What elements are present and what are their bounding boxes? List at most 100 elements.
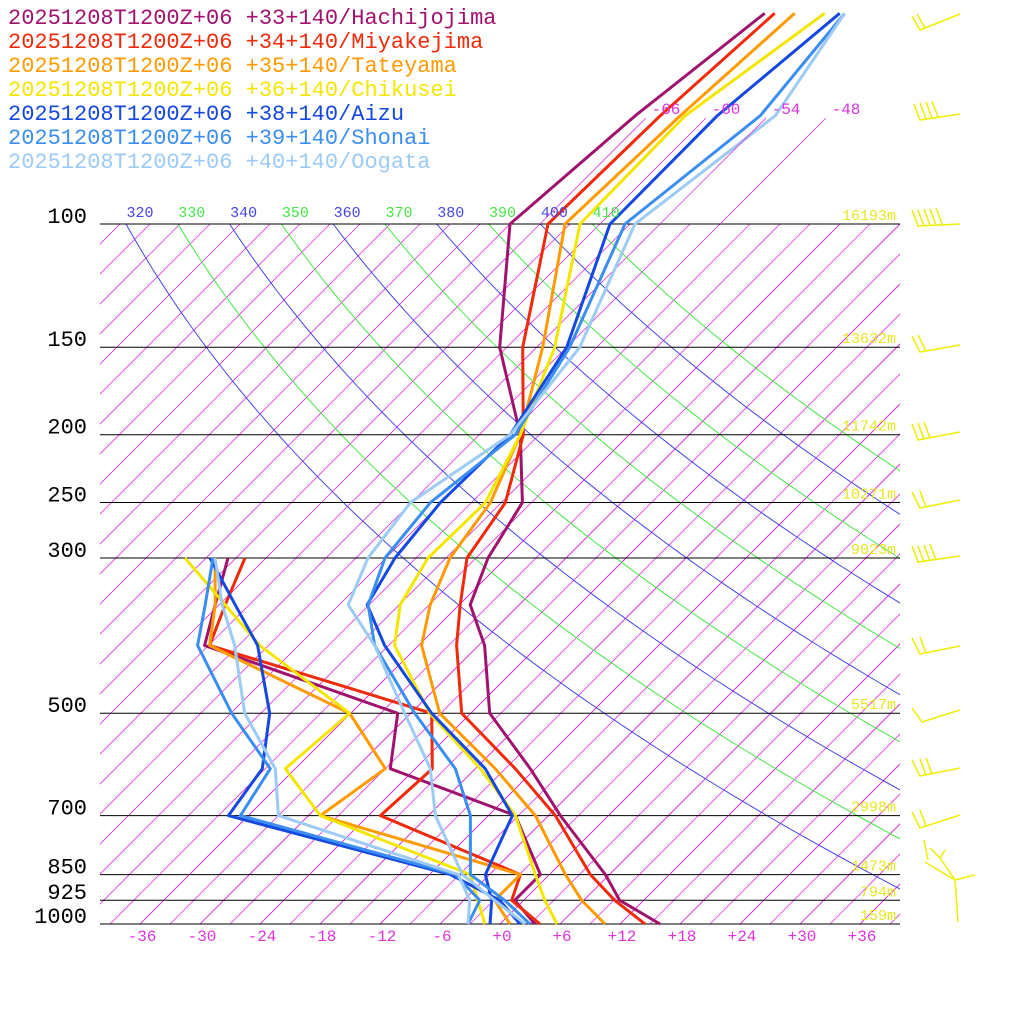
dewpoint-line — [196, 557, 482, 925]
isotherm-tick — [379, 403, 900, 924]
isotherm — [100, 224, 451, 575]
temperature-line — [420, 12, 796, 926]
isotherm — [769, 793, 900, 924]
isotherm — [100, 224, 211, 335]
isotherm-label: -60 — [712, 101, 741, 119]
theta-label: 370 — [385, 205, 412, 222]
isotherm — [109, 224, 811, 924]
y-tick-label: 850 — [47, 855, 87, 880]
y-tick-label: 1000 — [34, 905, 87, 930]
wind-barb — [911, 636, 961, 655]
isotherm — [100, 224, 781, 905]
isotherm — [100, 224, 361, 485]
wind-barb — [923, 839, 976, 923]
legend-entry: 20251208T1200Z+06 +33+140/Hachijojima — [8, 6, 496, 31]
isotherm — [100, 224, 481, 605]
isotherm-top — [539, 117, 647, 225]
x-tick-label: +30 — [788, 928, 817, 946]
isotherm-tick — [619, 643, 900, 924]
x-tick-label: +24 — [728, 928, 757, 946]
isotherm — [100, 224, 421, 545]
legend-entry: 20251208T1200Z+06 +35+140/Tateyama — [8, 54, 457, 79]
isotherm — [950, 224, 1024, 924]
dry-adiabat — [591, 224, 900, 472]
isotherm-tick — [259, 283, 900, 924]
isotherm — [100, 224, 271, 395]
isotherm — [649, 673, 900, 924]
isotherm-tick — [679, 703, 900, 924]
isotherm — [619, 643, 900, 924]
temperature-line — [393, 12, 826, 925]
isotherm — [469, 493, 900, 924]
height-label: 9023m — [851, 542, 896, 559]
isotherm-tick — [559, 583, 900, 924]
dry-adiabat — [177, 224, 900, 840]
isotherm — [100, 224, 301, 425]
isotherm-label: -48 — [832, 101, 861, 119]
isotherm — [100, 224, 511, 635]
x-tick-label: +6 — [552, 928, 571, 946]
isotherm — [100, 224, 241, 365]
isotherm — [100, 224, 631, 755]
legend: 20251208T1200Z+06 +33+140/Hachijojima202… — [8, 6, 496, 175]
wind-barb — [911, 490, 961, 509]
isotherm-tick — [199, 224, 900, 924]
theta-label: 400 — [541, 205, 568, 222]
isotherm-label: -54 — [772, 101, 801, 119]
dry-adiabat — [488, 224, 900, 559]
x-tick-label: +36 — [848, 928, 877, 946]
isotherm — [100, 224, 721, 845]
isotherm-tick — [499, 523, 900, 924]
theta-label: 380 — [437, 205, 464, 222]
isotherm-top — [599, 117, 707, 225]
isotherm — [559, 583, 900, 924]
isotherm — [100, 224, 751, 875]
isotherm — [589, 613, 900, 924]
temperature-line — [455, 12, 776, 926]
isotherm — [529, 553, 900, 924]
dewpoint-line — [213, 557, 472, 925]
temperature-line — [366, 12, 846, 926]
isotherm-label: -66 — [652, 101, 681, 119]
isotherm — [379, 403, 900, 924]
x-tick-label: -6 — [432, 928, 451, 946]
height-label: 10271m — [842, 487, 896, 504]
y-tick-label: 300 — [47, 539, 87, 564]
temperature-line — [468, 12, 766, 926]
height-label: 159m — [860, 908, 896, 925]
wind-barbs — [911, 13, 976, 923]
x-tick-label: -24 — [248, 928, 277, 946]
dewpoint-line — [183, 557, 487, 925]
isotherm — [709, 733, 900, 924]
x-tick-label: +12 — [608, 928, 637, 946]
y-tick-label: 700 — [47, 796, 87, 821]
wind-barb — [911, 809, 961, 829]
isotherm — [229, 253, 900, 924]
isotherm-tick — [319, 343, 900, 924]
isotherm — [100, 224, 541, 665]
theta-label: 350 — [282, 205, 309, 222]
isotherm — [0, 224, 30, 924]
legend-entry: 20251208T1200Z+06 +39+140/Shonai — [8, 126, 430, 151]
wind-barb — [913, 100, 961, 121]
y-tick-label: 150 — [47, 328, 87, 353]
isotherm — [169, 224, 871, 924]
theta-label: 410 — [593, 205, 620, 222]
isotherm-tick — [139, 224, 841, 924]
isotherm-top — [719, 117, 827, 225]
theta-label: 390 — [489, 205, 516, 222]
legend-entry: 20251208T1200Z+06 +34+140/Miyakejima — [8, 30, 483, 55]
dry-adiabat — [280, 224, 900, 743]
isotherm — [289, 313, 900, 924]
x-tick-label: -30 — [188, 928, 217, 946]
height-label: 2998m — [851, 800, 896, 817]
wind-barb — [911, 13, 961, 31]
isotherm — [829, 853, 900, 924]
dry-adiabat — [332, 224, 900, 696]
wind-barb — [911, 421, 961, 441]
isotherm — [100, 224, 601, 725]
y-tick-label: 100 — [47, 205, 87, 230]
isotherm — [980, 224, 1024, 924]
legend-entry: 20251208T1200Z+06 +40+140/Oogata — [8, 150, 430, 175]
